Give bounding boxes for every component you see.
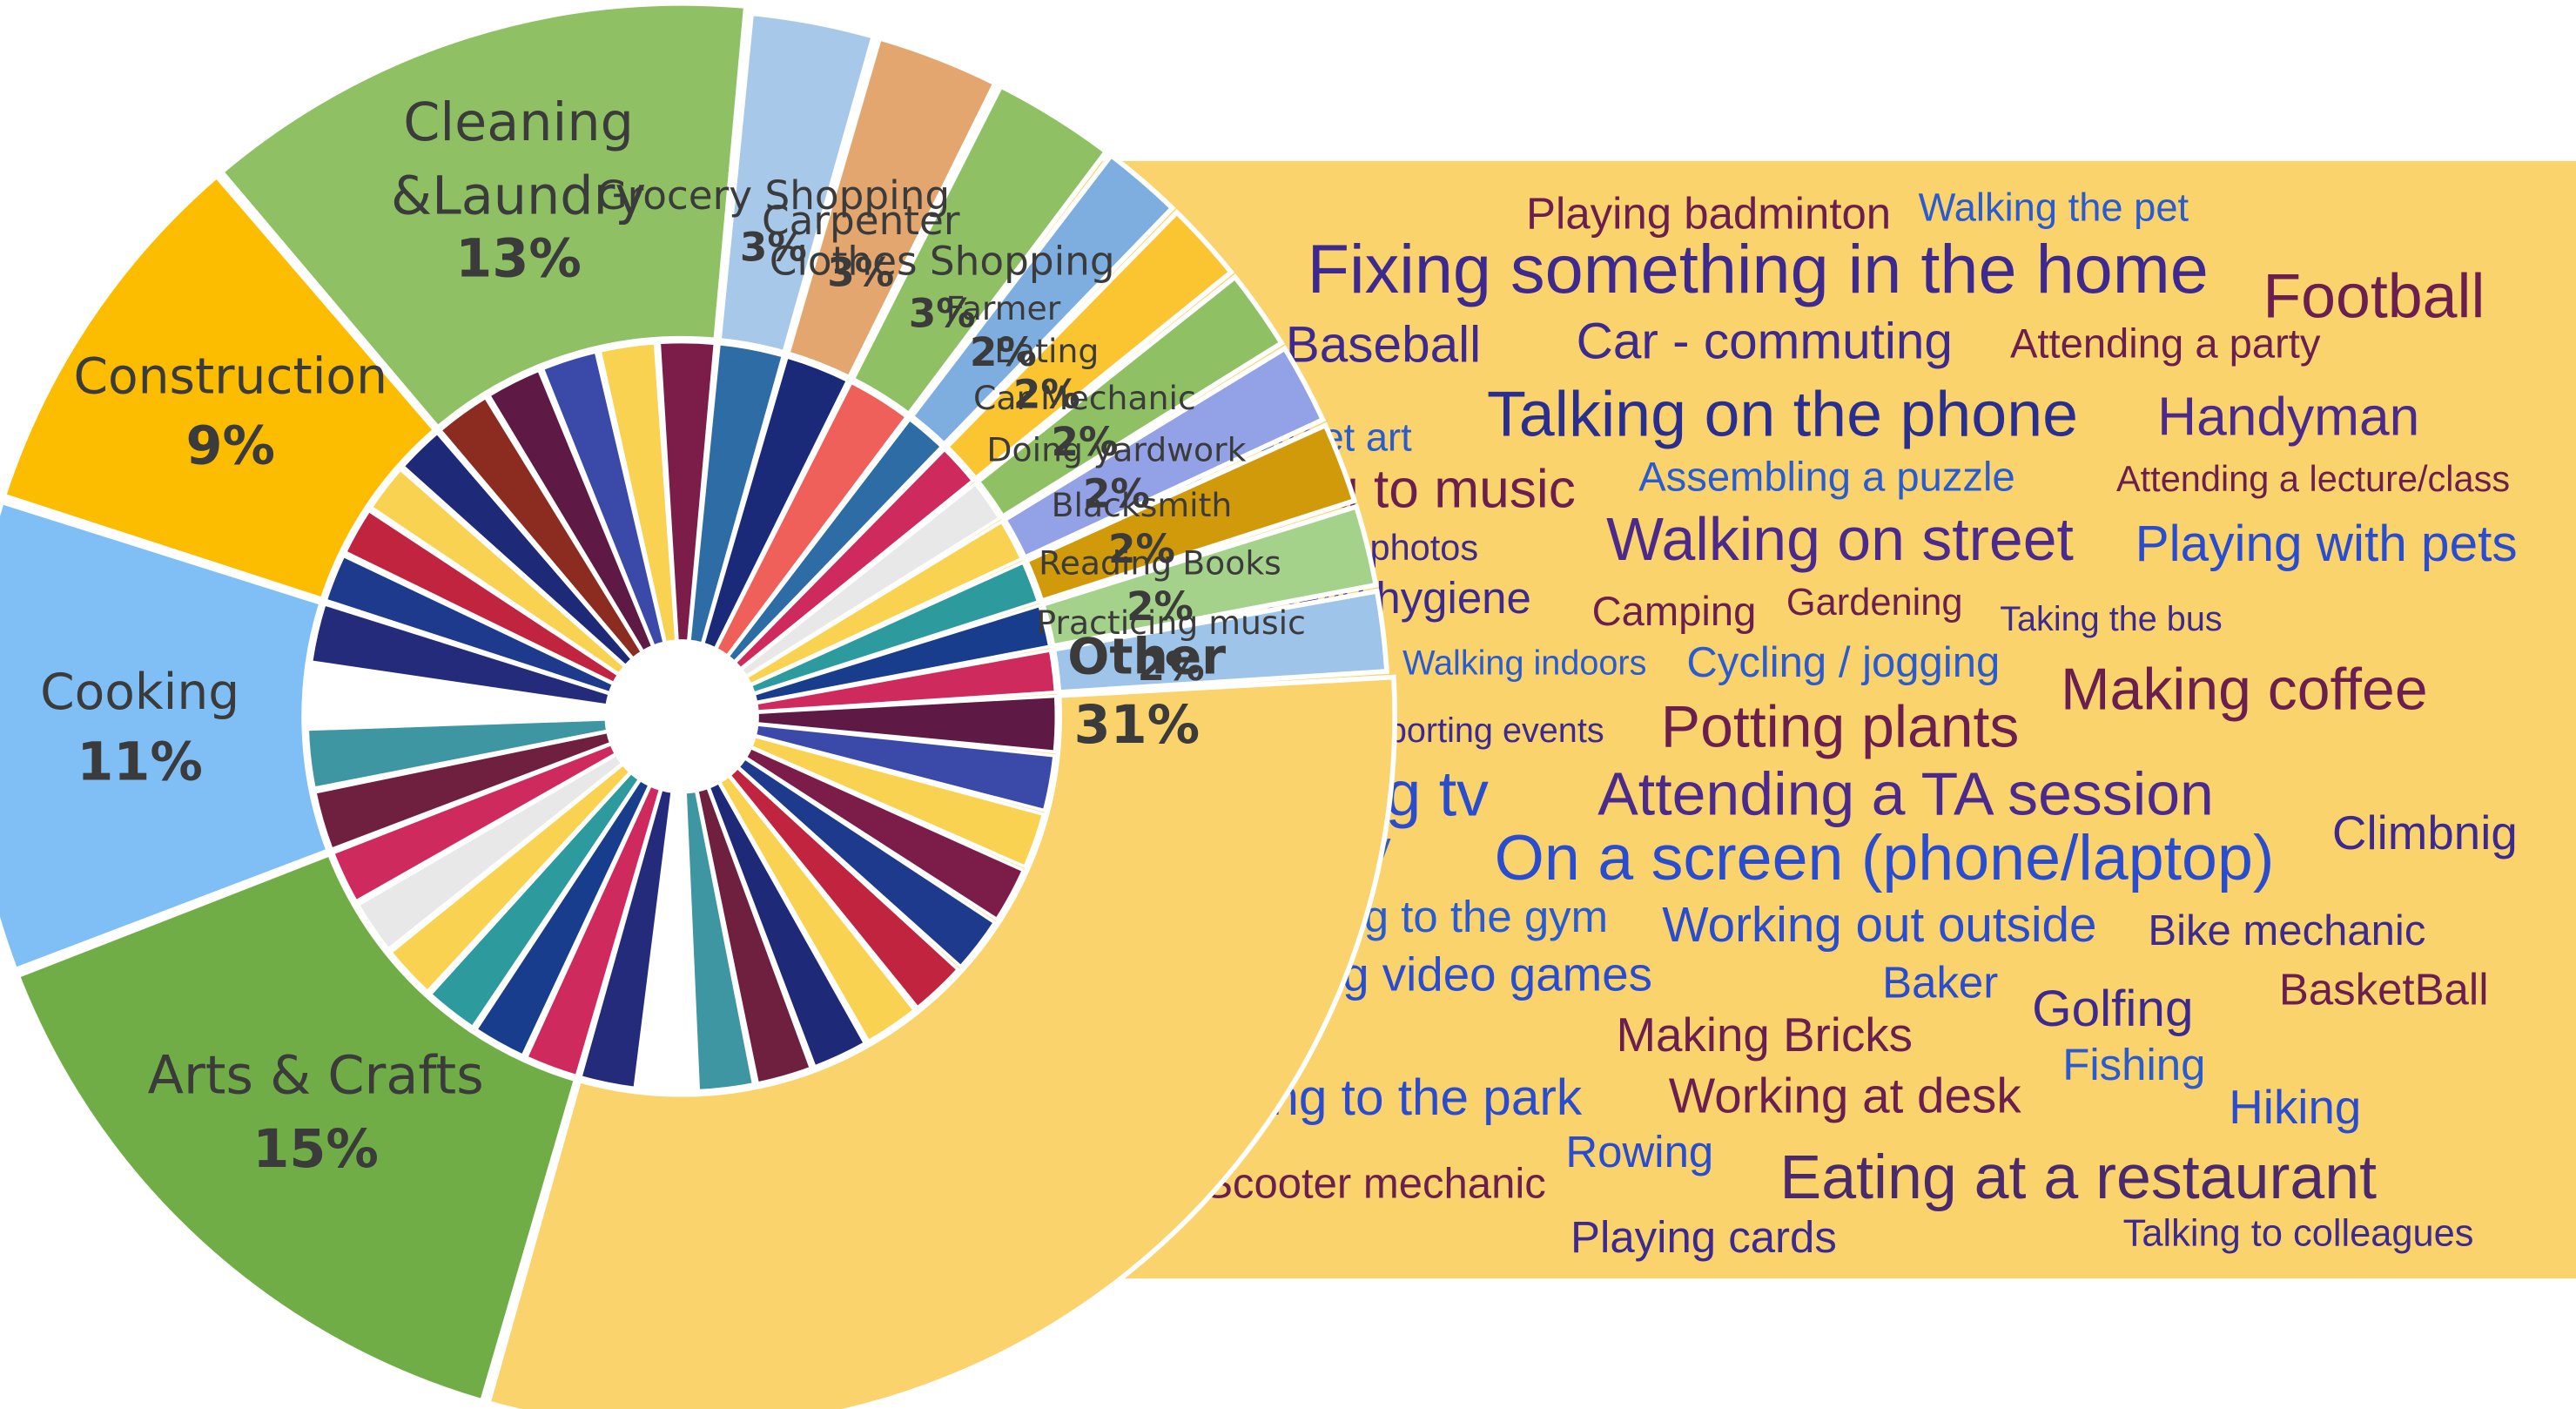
word-working-out-outside: Working out outside <box>1662 897 2096 952</box>
slice-percent-blacksmith: 2% <box>1108 526 1175 572</box>
slice-percent-practicing-music: 2% <box>1138 644 1205 690</box>
outer-labels: Arts & Crafts 15% Cooking 11% Construction 9%… <box>40 92 1306 1180</box>
slice-label-eating: Eating <box>994 332 1099 370</box>
word-working-at-desk: Working at desk <box>1669 1068 2022 1122</box>
word-baseball: Baseball <box>1286 317 1481 374</box>
outer-slice-practicing-music <box>1051 588 1389 696</box>
slice-label-clothes-shopping: Clothes Shopping <box>770 239 1115 285</box>
word-making-bricks: Making Bricks <box>1616 1008 1913 1062</box>
outer-slice-construction <box>0 172 439 603</box>
word-scooter-mechanic: Scooter mechanic <box>1204 1160 1546 1207</box>
word-handyman: Handyman <box>2157 388 2419 448</box>
outer-slice-carpenter <box>784 35 999 381</box>
slice-label-other: Other <box>1067 629 1226 686</box>
word-attending-a-lecture-class: Attending a lecture/class <box>2116 458 2510 499</box>
slice-label-arts-crafts: Arts & Crafts <box>148 1046 484 1107</box>
word-bike-mechanic: Bike mechanic <box>2148 907 2425 954</box>
slice-label-practicing-music: Practicing music <box>1036 603 1305 642</box>
slice-percent-reading-books: 2% <box>1127 583 1194 630</box>
word-making-coffee: Making coffee <box>2061 657 2428 722</box>
slice-percent-construction: 9% <box>185 415 275 476</box>
word-talking-on-the-phone: Talking on the phone <box>1487 378 2078 450</box>
word-climbnig: Climbnig <box>2332 806 2518 860</box>
slice-label-blacksmith: Blacksmith <box>1052 486 1233 524</box>
word-attending-a-party: Attending a party <box>2010 320 2321 367</box>
word-walking-the-pet: Walking the pet <box>1919 185 2189 230</box>
slice-percent-doing-yardwork: 2% <box>1083 470 1150 516</box>
outer-slice-clothes-shopping <box>849 82 1110 418</box>
word-walking-indoors: Walking indoors <box>1402 644 1646 683</box>
word-playing-cards: Playing cards <box>1570 1212 1837 1262</box>
word-camping: Camping <box>1592 588 1757 634</box>
slice-percent-carpenter: 3% <box>827 250 894 296</box>
outer-slice-eating <box>943 208 1235 482</box>
slice-label-construction: Construction <box>74 347 387 405</box>
slice-percent-arts-crafts: 15% <box>252 1119 379 1180</box>
outer-slice-arts-crafts <box>14 850 580 1405</box>
word-cycling-jogging: Cycling / jogging <box>1686 639 2000 686</box>
word-hiking: Hiking <box>2229 1080 2361 1134</box>
slice-percent-other: 31% <box>1074 695 1201 756</box>
word-fishing: Fishing <box>2062 1040 2205 1089</box>
word-taking-the-bus: Taking the bus <box>2000 600 2222 638</box>
slice-label-carpenter: Carpenter <box>762 198 960 244</box>
word-golfing: Golfing <box>2032 981 2193 1037</box>
outer-ring <box>0 0 1397 1409</box>
slice-label-grocery-shopping: Grocery Shopping <box>597 172 951 219</box>
center-hole <box>606 640 757 792</box>
word-on-a-screen-phone-laptop: On a screen (phone/laptop) <box>1495 821 2275 893</box>
word-car-commuting: Car - commuting <box>1577 313 1953 370</box>
slice-label-cooking: Cooking <box>40 664 239 721</box>
word-eating-at-a-restaurant: Eating at a restaurant <box>1779 1143 2377 1212</box>
inner-ring <box>306 340 1059 1093</box>
outer-slice-grocery-shopping <box>716 10 877 356</box>
slice-percent-farmer: 2% <box>970 329 1037 375</box>
word-rowing: Rowing <box>1565 1127 1713 1176</box>
word-baker: Baker <box>1882 958 1998 1008</box>
word-assembling-a-puzzle: Assembling a puzzle <box>1638 453 2015 499</box>
slice-label-car-mechanic: Car Mechanic <box>973 379 1196 417</box>
outer-slice-doing-yardwork <box>1000 345 1327 562</box>
outer-slice-reading-books <box>1039 503 1379 650</box>
word-playing-with-pets: Playing with pets <box>2135 516 2518 572</box>
outer-slice-cleaning-laundry <box>218 0 749 432</box>
slice-percent-cleaning-laundry: 13% <box>455 228 582 289</box>
word-walking-on-street: Walking on street <box>1606 505 2074 573</box>
outer-slice-car-mechanic <box>974 273 1285 521</box>
outer-slice-cooking <box>0 498 333 974</box>
outer-slice-blacksmith <box>1022 421 1358 604</box>
word-football: Football <box>2263 261 2485 331</box>
word-attending-a-ta-session: Attending a TA session <box>1597 760 2214 828</box>
word-gardening: Gardening <box>1786 582 1963 624</box>
slice-percent-car-mechanic: 2% <box>1051 419 1118 465</box>
word-playing-badminton: Playing badminton <box>1526 189 1891 239</box>
slice-label-doing-yardwork: Doing yardwork <box>986 431 1246 469</box>
slice-percent-grocery-shopping: 3% <box>740 225 807 271</box>
slice-label-farmer: Farmer <box>946 289 1061 327</box>
word-basketball: BasketBall <box>2279 964 2489 1014</box>
slice-percent-cooking: 11% <box>77 731 203 792</box>
slice-label-reading-books: Reading Books <box>1039 543 1281 582</box>
slice-percent-clothes-shopping: 3% <box>909 290 976 336</box>
word-talking-to-colleagues: Talking to colleagues <box>2123 1213 2474 1255</box>
slice-percent-eating: 2% <box>1013 372 1080 418</box>
outer-slice-farmer <box>907 152 1176 448</box>
slice-label-cleaning-laundry: Cleaning &Laundry <box>391 92 646 227</box>
word-potting-plants: Potting plants <box>1661 695 2020 760</box>
outer-slice-other <box>485 674 1397 1409</box>
word-fixing-something-in-the-home: Fixing something in the home <box>1308 230 2209 307</box>
